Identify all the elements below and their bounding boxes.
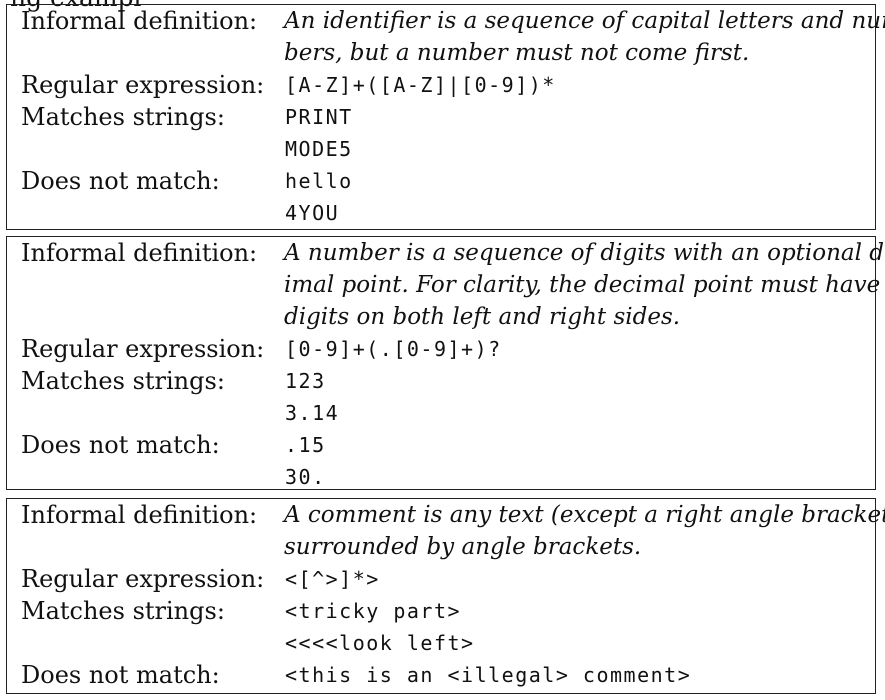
does-not-match-label: Does not match: bbox=[21, 661, 220, 689]
non-matching-string: hello bbox=[285, 169, 353, 193]
informal-definition-label: Informal definition: bbox=[21, 239, 258, 267]
comment-example-box: Informal definition: A comment is any te… bbox=[6, 498, 885, 694]
identifier-example-box: Informal definition: An identifier is a … bbox=[6, 4, 885, 230]
definition-line: imal point. For clarity, the decimal poi… bbox=[284, 272, 881, 298]
informal-definition-label: Informal definition: bbox=[21, 501, 258, 529]
regular-expression-label: Regular expression: bbox=[21, 565, 265, 593]
matching-string: 123 bbox=[285, 369, 326, 393]
definition-line: digits on both left and right sides. bbox=[284, 304, 681, 330]
matching-string: <<<<look left> bbox=[285, 631, 475, 655]
number-example-box: Informal definition: A number is a seque… bbox=[6, 236, 885, 490]
matching-string: PRINT bbox=[285, 105, 353, 129]
matches-strings-label: Matches strings: bbox=[21, 103, 225, 131]
matches-strings-label: Matches strings: bbox=[21, 597, 225, 625]
non-matching-string: 4YOU bbox=[285, 201, 340, 225]
regular-expression-label: Regular expression: bbox=[21, 335, 265, 363]
definition-line: A number is a sequence of digits with an… bbox=[284, 240, 885, 266]
definition-line: bers, but a number must not come first. bbox=[284, 40, 750, 66]
informal-definition-label: Informal definition: bbox=[21, 7, 258, 35]
regular-expression-label: Regular expression: bbox=[21, 71, 265, 99]
matching-string: <tricky part> bbox=[285, 599, 462, 623]
regular-expression-value: [0-9]+(.[0-9]+)? bbox=[285, 337, 502, 361]
regular-expression-value: <[^>]*> bbox=[285, 567, 380, 591]
non-matching-string: 30. bbox=[285, 465, 326, 489]
cut-off-heading: ng exampl bbox=[10, 0, 142, 12]
regular-expression-value: [A-Z]+([A-Z]|[0-9])* bbox=[285, 73, 556, 97]
non-matching-string: .15 bbox=[285, 433, 326, 457]
matches-strings-label: Matches strings: bbox=[21, 367, 225, 395]
definition-line: An identifier is a sequence of capital l… bbox=[284, 8, 885, 34]
definition-line: A comment is any text (except a right an… bbox=[284, 502, 885, 528]
does-not-match-label: Does not match: bbox=[21, 431, 220, 459]
matching-string: MODE5 bbox=[285, 137, 353, 161]
matching-string: 3.14 bbox=[285, 401, 340, 425]
definition-line: surrounded by angle brackets. bbox=[284, 534, 642, 560]
non-matching-string: <this is an <illegal> comment> bbox=[285, 663, 692, 687]
does-not-match-label: Does not match: bbox=[21, 167, 220, 195]
